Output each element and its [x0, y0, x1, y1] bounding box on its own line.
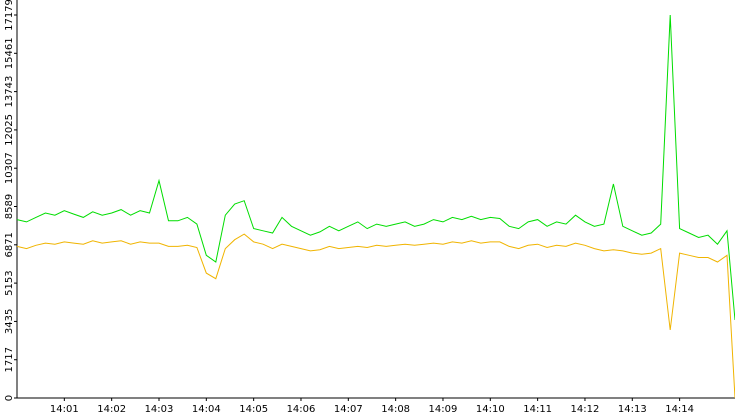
x-tick-label: 14:08: [381, 404, 410, 415]
x-tick-label: 14:13: [618, 404, 647, 415]
x-tick-label: 14:06: [287, 404, 316, 415]
x-tick-label: 14:09: [429, 404, 458, 415]
series-line: [16, 233, 735, 399]
y-tick-label: 1717: [4, 347, 15, 372]
x-tick-label: 14:04: [192, 404, 221, 415]
y-tick-label: 6871: [4, 232, 15, 257]
x-tick-label: 14:01: [50, 404, 79, 415]
x-tick-label: 14:12: [571, 404, 600, 415]
x-tick-label: 14:05: [239, 404, 268, 415]
x-tick-label: 14:02: [97, 404, 126, 415]
y-tick-label: 3435: [4, 309, 15, 334]
y-tick-label: 8589: [4, 194, 15, 219]
y-tick-label: 0: [4, 395, 15, 401]
y-tick-label: 13743: [4, 76, 15, 108]
x-tick-label: 14:10: [476, 404, 505, 415]
y-tick-label: 17179: [4, 0, 15, 31]
x-tick-label: 14:14: [665, 404, 694, 415]
y-tick-label: 15461: [4, 37, 15, 69]
y-tick-label: 10307: [4, 152, 15, 184]
y-tick-label: 12025: [4, 114, 15, 146]
series-line: [16, 14, 735, 321]
y-tick-label: 5153: [4, 270, 15, 295]
x-tick-label: 14:11: [523, 404, 552, 415]
x-tick-label: 14:03: [145, 404, 174, 415]
x-tick-label: 14:07: [334, 404, 363, 415]
